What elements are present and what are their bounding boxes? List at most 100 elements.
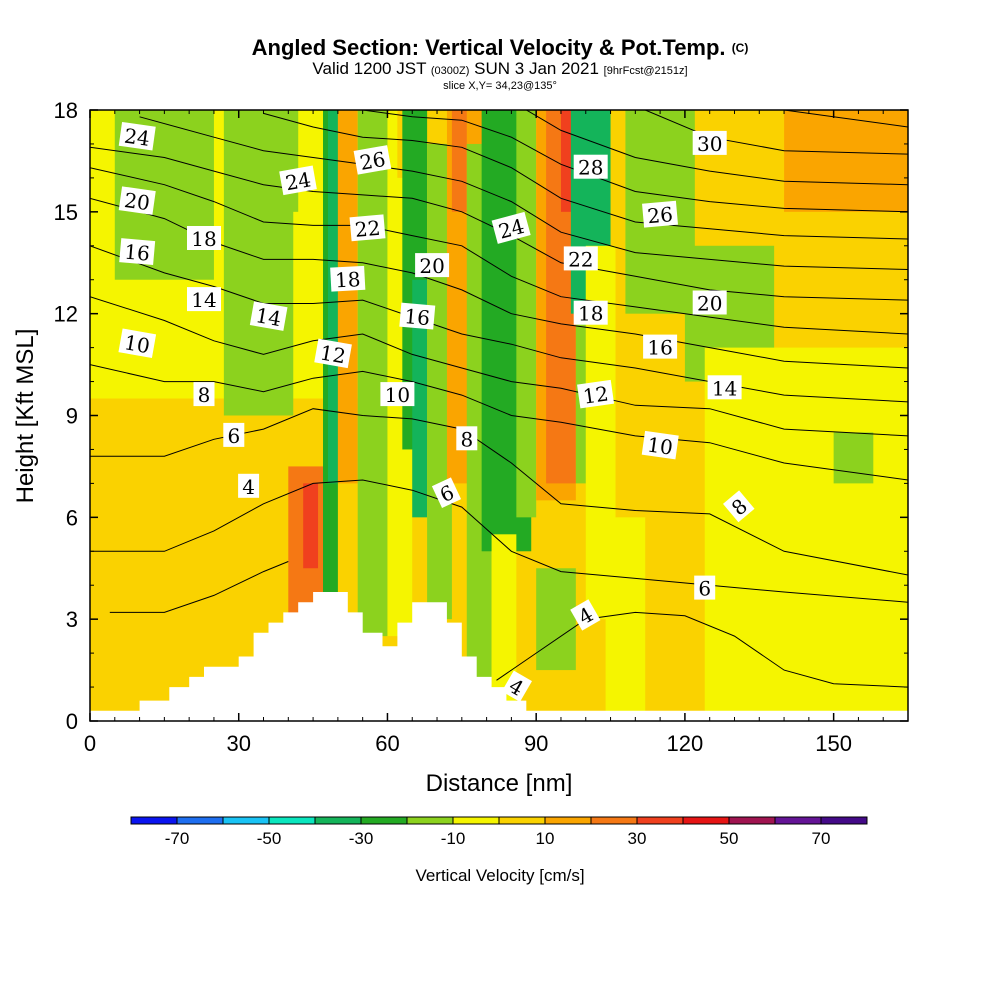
contour-label: 24 [284, 167, 313, 195]
contour-label-box [573, 154, 608, 179]
contour-label-group: 30 [692, 130, 727, 156]
contour-label-group: 22 [563, 246, 598, 271]
title-block: Angled Section: Vertical Velocity & Pot.… [0, 36, 1000, 93]
contour-label-group: 20 [692, 290, 727, 316]
contour-label-box [119, 238, 156, 266]
contour-label-group: 24 [491, 211, 531, 244]
contour-label-box [118, 186, 156, 215]
x-tick-label: 90 [524, 731, 548, 756]
contour-label-group: 16 [119, 238, 156, 266]
colorbar-swatch [407, 817, 453, 824]
contour-label-group: 8 [193, 382, 215, 407]
theta-contour-line [90, 167, 908, 335]
contour-label-group: 20 [415, 253, 450, 278]
contour-label: 10 [122, 330, 151, 358]
colorbar-swatch [545, 817, 591, 824]
contour-label-box [238, 473, 260, 498]
colorbar-swatch [223, 817, 269, 824]
contour-label: 16 [647, 336, 672, 360]
velocity-cell [268, 110, 299, 212]
theta-contour-line [362, 110, 908, 213]
colorbar-tick-label: 10 [536, 829, 555, 848]
contour-label-group: 10 [118, 328, 157, 358]
valid-date: SUN 3 Jan 2021 [474, 59, 599, 78]
contour-label: 12 [581, 381, 610, 408]
y-tick-label: 6 [66, 505, 78, 530]
colorbar-swatch [131, 817, 177, 824]
contour-label: 26 [646, 202, 673, 228]
contour-label-box [577, 379, 615, 409]
chart-title-units: (C) [731, 41, 749, 55]
x-axis-title: Distance [nm] [426, 770, 573, 797]
contour-label-group: 16 [643, 334, 678, 360]
contour-label-group: 8 [456, 426, 478, 451]
theta-contour-line [90, 296, 908, 437]
theta-contour-line [90, 197, 908, 369]
contour-label-group: 18 [573, 300, 608, 326]
contour-label-group: 6 [694, 575, 716, 601]
contour-label-box [314, 338, 352, 369]
colorbar-title: Vertical Velocity [cm/s] [415, 866, 584, 885]
x-tick-label: 120 [667, 731, 704, 756]
colorbar-tick-label: 70 [812, 829, 831, 848]
contour-label: 14 [254, 303, 283, 331]
theta-contour-line [526, 110, 908, 186]
y-tick-label: 9 [66, 404, 78, 429]
contour-label: 30 [697, 132, 722, 156]
contour-label: 4 [242, 475, 255, 499]
theta-contour-line [645, 110, 908, 155]
contour-label-box [249, 301, 288, 331]
colorbar-tick-label: -10 [441, 829, 466, 848]
contour-label-group: 4 [501, 670, 532, 702]
forecast-info: [9hrFcst@2151z] [603, 65, 688, 77]
colorbar-tick-label: 30 [628, 829, 647, 848]
contour-label-group: 24 [279, 165, 317, 195]
contour-label-box [380, 382, 415, 407]
contour-label-group: 4 [238, 473, 260, 499]
contour-label-group: 26 [353, 145, 392, 175]
x-tick-label: 0 [84, 731, 96, 756]
velocity-cell [412, 279, 428, 518]
colorbar-swatch [729, 817, 775, 824]
colorbar-tick-label: -30 [349, 829, 374, 848]
contour-label-group: 14 [707, 375, 742, 400]
contour-label: 18 [191, 227, 216, 251]
contour-label: 24 [123, 124, 152, 151]
contour-label-box [431, 477, 462, 509]
contour-label-box [692, 290, 727, 315]
contour-label-box [118, 328, 157, 358]
contour-label-group: 18 [187, 226, 221, 251]
terrain [90, 592, 908, 721]
x-tick-label: 30 [226, 731, 250, 756]
contour-label-group: 18 [330, 265, 366, 292]
contour-label-box [707, 375, 742, 400]
contour-label: 22 [354, 216, 381, 242]
contour-label: 6 [227, 424, 240, 448]
contour-label-group: 24 [118, 121, 156, 151]
chart-title-text: Angled Section: Vertical Velocity & Pot.… [251, 35, 726, 60]
contour-label-group: 6 [223, 422, 245, 448]
contour-label-group: 6 [431, 477, 462, 509]
contour-label-group: 14 [249, 301, 288, 331]
colorbar: -70 -50 -30 -10 10 30 50 70 [130, 816, 868, 848]
velocity-cell [833, 432, 874, 484]
velocity-cell [327, 110, 338, 484]
velocity-cell [337, 110, 358, 484]
theta-contour-line [90, 146, 908, 301]
chart-title: Angled Section: Vertical Velocity & Pot.… [0, 36, 1000, 60]
y-tick-label: 15 [54, 200, 78, 225]
velocity-cell [516, 110, 537, 518]
contour-label-group: 28 [573, 154, 608, 180]
contour-label: 8 [198, 383, 211, 407]
contour-label-box [223, 422, 245, 447]
contour-label-box [187, 287, 221, 312]
contour-label: 10 [646, 432, 675, 459]
colorbar-swatch [637, 817, 683, 824]
contour-label-box [456, 426, 478, 451]
x-tick-label: 60 [375, 731, 399, 756]
contour-labels: 2420161018148642414262218122016108624282… [118, 121, 755, 702]
contour-label-box [643, 334, 678, 359]
colorbar-swatch [453, 817, 499, 824]
contour-label-group: 10 [380, 382, 415, 407]
velocity-cell [451, 110, 467, 212]
